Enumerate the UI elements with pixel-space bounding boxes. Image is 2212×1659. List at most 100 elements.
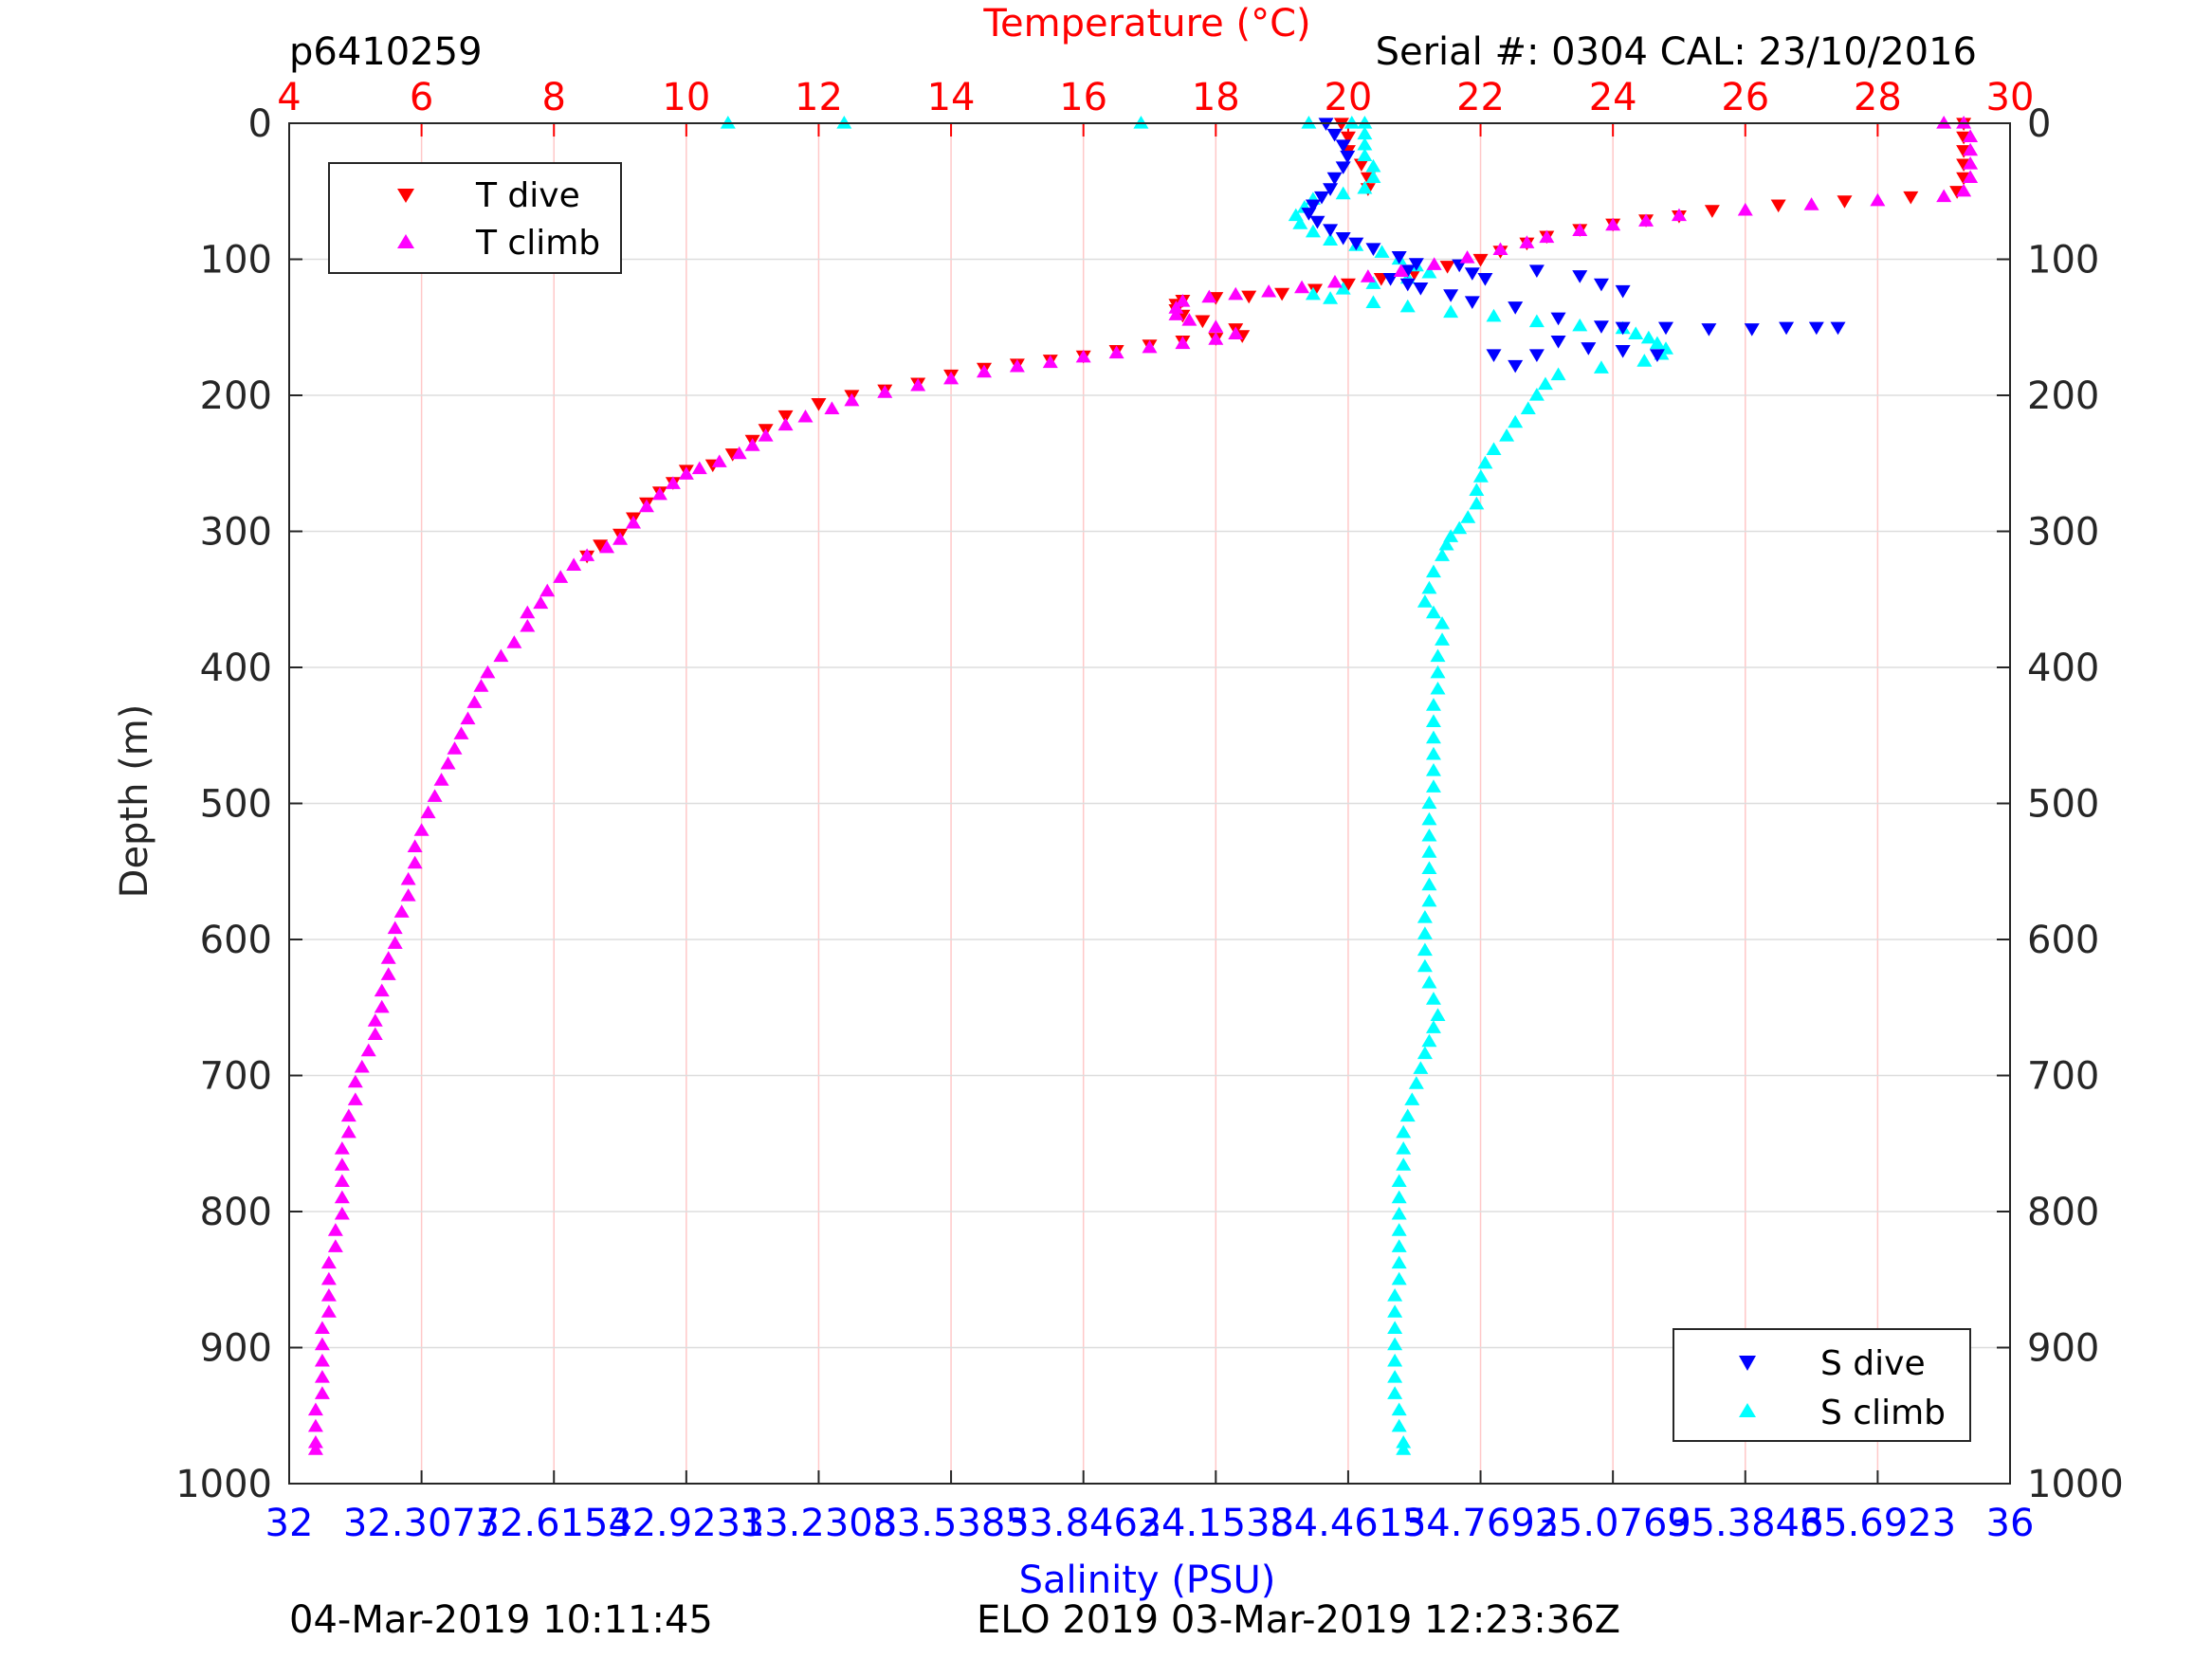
- data-point: [1261, 283, 1277, 298]
- data-point: [1353, 158, 1369, 173]
- data-point: [877, 385, 893, 398]
- data-point: [320, 1287, 337, 1302]
- t-dive-legend-label: T dive: [475, 176, 580, 215]
- data-point: [1357, 126, 1373, 140]
- data-point: [1744, 323, 1760, 337]
- depth-tick-label-right: 600: [2027, 919, 2099, 962]
- data-point: [1636, 354, 1653, 367]
- data-point: [1956, 183, 1972, 197]
- data-point: [1391, 1206, 1407, 1220]
- s-dive-legend-label: S dive: [1820, 1344, 1926, 1383]
- data-point: [711, 454, 727, 467]
- footer-timestamp: 04-Mar-2019 10:11:45: [289, 1598, 713, 1642]
- data-point: [844, 392, 860, 407]
- data-point: [1425, 763, 1441, 776]
- data-point: [1649, 336, 1665, 350]
- data-point: [1305, 224, 1321, 238]
- data-point: [1387, 1304, 1403, 1318]
- data-point: [1387, 1370, 1403, 1383]
- depth-tick-label-right: 800: [2027, 1191, 2099, 1234]
- data-point: [1391, 1239, 1407, 1252]
- data-point: [1963, 142, 1979, 156]
- data-point: [1426, 257, 1442, 270]
- data-point: [1615, 345, 1631, 358]
- data-point: [1391, 1418, 1407, 1432]
- depth-tick-label: 200: [200, 374, 272, 418]
- data-point: [1365, 170, 1381, 183]
- data-point: [1605, 217, 1621, 231]
- data-point: [1391, 1223, 1407, 1236]
- data-point: [1492, 242, 1508, 256]
- data-point: [731, 446, 747, 460]
- depth-tick-label: 900: [200, 1327, 272, 1371]
- data-point: [1421, 1033, 1437, 1048]
- serial-cal-label: Serial #: 0304 CAL: 23/10/2016: [1376, 30, 1977, 74]
- data-point: [1391, 1255, 1407, 1269]
- data-point: [307, 1402, 323, 1416]
- data-point: [1357, 137, 1373, 151]
- data-point: [1294, 280, 1310, 294]
- data-point: [1387, 1321, 1403, 1335]
- data-point: [1274, 287, 1290, 301]
- data-point: [1307, 283, 1324, 298]
- data-point: [1963, 156, 1979, 170]
- data-point: [1737, 202, 1753, 216]
- data-point: [1425, 730, 1441, 744]
- temperature-axis-label: Temperature (°C): [982, 2, 1310, 46]
- data-point: [1469, 496, 1485, 510]
- data-point: [1508, 414, 1524, 428]
- data-point: [1292, 216, 1308, 229]
- depth-tick-label: 1000: [175, 1463, 272, 1506]
- data-point: [1770, 199, 1786, 213]
- depth-tick-label-right: 1000: [2027, 1463, 2124, 1506]
- glider-id: p6410259: [289, 30, 483, 74]
- temperature-tick-label: 8: [542, 76, 566, 119]
- salinity-tick-label: 34.7692: [1402, 1502, 1559, 1545]
- data-point: [1399, 278, 1416, 292]
- data-point: [1486, 308, 1502, 322]
- data-point: [1963, 170, 1979, 183]
- data-point: [466, 695, 483, 708]
- data-point: [566, 557, 582, 571]
- depth-tick-label: 300: [200, 511, 272, 555]
- data-point: [1408, 258, 1424, 271]
- data-point: [1075, 349, 1091, 363]
- data-point: [347, 1074, 363, 1088]
- data-point: [1936, 116, 1952, 129]
- data-point: [1837, 195, 1853, 209]
- data-point: [1638, 213, 1654, 227]
- data-point: [1348, 237, 1364, 251]
- depth-axis-label: Depth (m): [113, 704, 156, 899]
- depth-tick-label: 800: [200, 1191, 272, 1234]
- data-point: [720, 116, 736, 129]
- data-point: [1326, 172, 1343, 186]
- salinity-tick-label: 33.5385: [872, 1502, 1029, 1545]
- depth-tick-label-right: 900: [2027, 1327, 2099, 1371]
- temperature-tick-label: 26: [1721, 76, 1769, 119]
- data-point: [420, 805, 436, 819]
- salinity-axis: 32 32.307732.615432.923133.230833.538533.…: [265, 1470, 2034, 1545]
- data-point: [1228, 326, 1244, 340]
- data-point: [777, 410, 794, 424]
- data-point: [1425, 992, 1441, 1005]
- data-point: [744, 438, 760, 451]
- data-point: [407, 855, 423, 869]
- data-point: [1340, 278, 1356, 292]
- data-point: [320, 1271, 337, 1285]
- salinity-tick-label: 32.9231: [608, 1502, 764, 1545]
- data-point: [334, 1174, 350, 1188]
- depth-tick-label-right: 100: [2027, 239, 2099, 283]
- data-point: [1550, 367, 1566, 381]
- data-point: [314, 1370, 330, 1383]
- data-point: [593, 539, 609, 553]
- data-point: [1430, 1008, 1446, 1021]
- series-s-climb: [720, 116, 1673, 1455]
- data-point: [327, 1239, 343, 1252]
- salinity-tick-label: 35.0769: [1534, 1502, 1691, 1545]
- data-point: [307, 1442, 323, 1455]
- data-point: [1396, 1158, 1412, 1171]
- data-point: [612, 532, 629, 545]
- data-point: [1335, 231, 1351, 246]
- data-point: [1335, 161, 1351, 174]
- t-dive-legend-marker: [397, 189, 414, 203]
